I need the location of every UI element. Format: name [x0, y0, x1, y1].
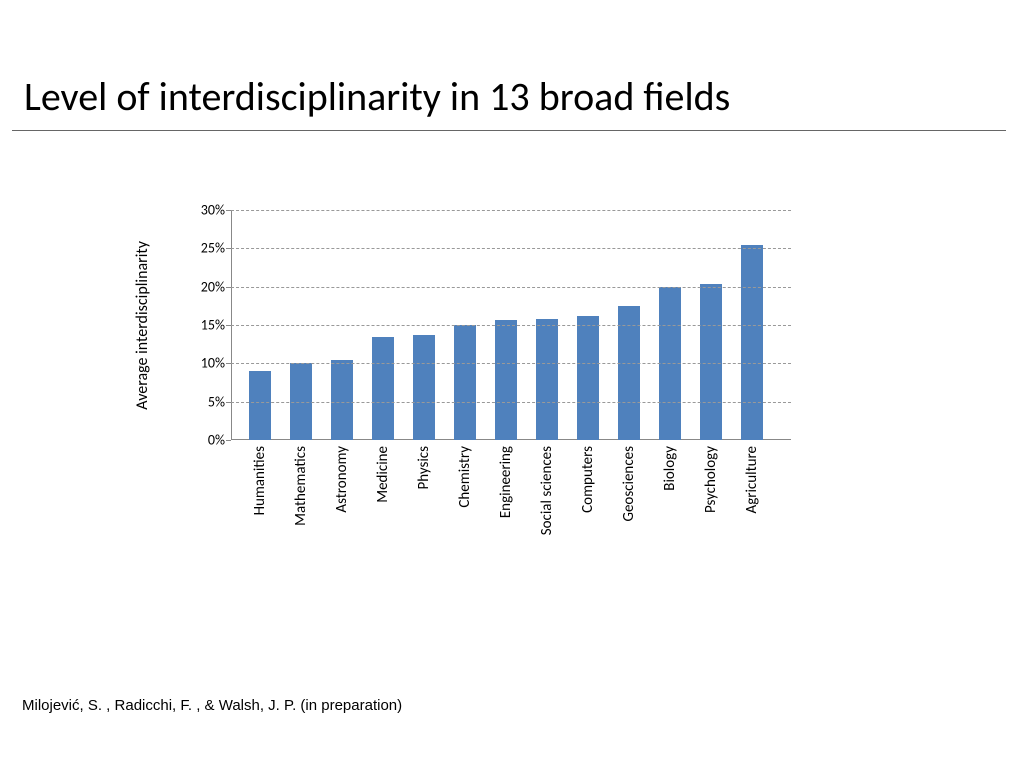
y-tick-label: 0%	[181, 432, 225, 449]
y-tick-label: 5%	[181, 393, 225, 410]
y-tick-label: 30%	[181, 202, 225, 219]
x-label: Physics	[415, 446, 433, 490]
y-tick-label: 10%	[181, 355, 225, 372]
x-label: Medicine	[374, 446, 392, 503]
x-label: Agriculture	[743, 446, 761, 513]
y-tick-mark	[226, 402, 231, 403]
bar	[372, 337, 394, 441]
y-tick-mark	[226, 210, 231, 211]
gridline	[231, 248, 791, 249]
x-label: Chemistry	[456, 446, 474, 508]
bar	[413, 335, 435, 440]
gridline	[231, 210, 791, 211]
bar	[495, 320, 517, 440]
bar	[577, 316, 599, 440]
y-tick-label: 25%	[181, 240, 225, 257]
page-title: Level of interdisciplinarity in 13 broad…	[24, 72, 730, 121]
x-label: Engineering	[497, 446, 515, 518]
x-label: Computers	[579, 446, 597, 513]
gridline	[231, 402, 791, 403]
y-tick-mark	[226, 325, 231, 326]
x-label: Psychology	[702, 446, 720, 513]
bar	[454, 325, 476, 440]
plot-area: 0%5%10%15%20%25%30%	[231, 210, 791, 440]
x-labels-container: Humanities Mathematics Astronomy Medicine Ph…	[231, 446, 791, 596]
bar	[249, 371, 271, 440]
x-label: Geosciences	[620, 446, 638, 522]
x-label: Humanities	[251, 446, 269, 515]
x-label: Social sciences	[538, 446, 556, 535]
bar	[700, 284, 722, 440]
title-underline	[12, 130, 1006, 131]
x-label: Astronomy	[333, 446, 351, 513]
y-tick-mark	[226, 363, 231, 364]
gridline	[231, 363, 791, 364]
bar	[741, 245, 763, 441]
y-axis-title-text: Average interdisciplinarity	[133, 241, 152, 410]
gridline	[231, 325, 791, 326]
y-tick-mark	[226, 440, 231, 441]
slide: Level of interdisciplinarity in 13 broad…	[0, 0, 1024, 768]
x-label: Mathematics	[292, 446, 310, 526]
bar-chart: Average interdisciplinarity 0%5%10%15%20…	[175, 210, 815, 600]
bar	[536, 319, 558, 440]
x-label: Biology	[661, 446, 679, 491]
y-tick-label: 15%	[181, 317, 225, 334]
y-tick-label: 20%	[181, 278, 225, 295]
y-axis-title: Average interdisciplinarity	[133, 210, 152, 440]
citation: Milojević, S. , Radicchi, F. , & Walsh, …	[22, 697, 402, 714]
bar	[331, 360, 353, 441]
y-tick-mark	[226, 287, 231, 288]
gridline	[231, 287, 791, 288]
y-tick-mark	[226, 248, 231, 249]
